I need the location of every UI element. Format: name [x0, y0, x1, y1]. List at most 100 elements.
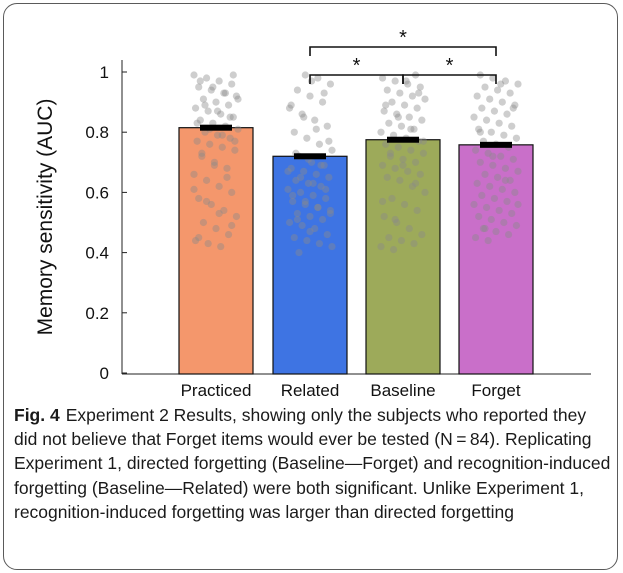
data-point: [478, 104, 486, 112]
data-point: [407, 125, 415, 133]
data-point: [506, 176, 514, 184]
data-point: [323, 230, 331, 239]
data-point: [503, 197, 511, 206]
data-point: [484, 236, 492, 245]
data-point: [378, 197, 387, 206]
data-point: [217, 110, 225, 118]
data-point: [306, 212, 314, 221]
data-point: [489, 152, 497, 160]
data-point: [415, 89, 423, 97]
data-point: [212, 224, 220, 233]
data-point: [190, 185, 198, 193]
x-tick-label: Related: [281, 381, 340, 400]
data-point: [512, 221, 521, 230]
data-point: [196, 77, 204, 85]
data-point: [400, 200, 409, 209]
data-point: [399, 161, 407, 169]
data-point: [383, 173, 391, 181]
data-point: [191, 236, 200, 245]
data-point: [190, 71, 198, 79]
data-point: [504, 230, 513, 239]
data-point: [476, 128, 484, 136]
data-point: [207, 200, 215, 209]
data-point: [300, 167, 308, 175]
data-point: [306, 227, 314, 236]
data-point: [290, 233, 298, 242]
data-point: [204, 107, 212, 115]
x-tick-label: Practiced: [181, 381, 252, 400]
data-point: [501, 176, 510, 184]
data-point: [400, 101, 409, 109]
data-point: [407, 146, 415, 154]
data-point: [404, 80, 412, 88]
significance-star: *: [399, 27, 407, 49]
data-point: [191, 104, 200, 112]
data-point: [394, 143, 402, 151]
data-point: [410, 125, 418, 133]
data-point: [223, 173, 231, 181]
data-point: [498, 98, 506, 106]
data-point: [481, 224, 489, 233]
data-point: [304, 179, 313, 187]
data-point: [408, 92, 417, 100]
data-point: [228, 188, 236, 196]
data-point: [206, 140, 214, 148]
data-point: [388, 98, 396, 106]
significance-star: *: [353, 55, 361, 77]
data-point: [413, 104, 421, 112]
data-point: [500, 131, 508, 139]
data-point: [471, 233, 480, 242]
data-point: [318, 98, 327, 106]
data-point: [382, 101, 390, 109]
data-point: [475, 125, 483, 133]
data-point: [213, 131, 222, 139]
figure-caption: Fig. 4 Experiment 2 Results, showing only…: [14, 403, 612, 524]
bar-related: [272, 155, 348, 375]
data-point: [503, 110, 511, 118]
data-point: [389, 245, 398, 254]
data-point: [411, 179, 420, 187]
data-point: [193, 119, 201, 127]
data-point: [215, 182, 223, 190]
data-point: [328, 146, 336, 154]
data-point: [215, 209, 223, 218]
data-point: [397, 122, 406, 130]
data-point: [226, 134, 234, 142]
data-point: [326, 209, 335, 218]
mean-marker: [294, 153, 326, 160]
mean-marker: [480, 141, 512, 148]
data-point: [315, 239, 324, 248]
data-point: [490, 194, 499, 203]
data-point: [486, 95, 494, 103]
data-point: [497, 80, 505, 88]
y-tick-label: 1: [100, 63, 109, 82]
data-point: [201, 101, 209, 109]
data-point: [479, 224, 488, 233]
data-point: [476, 158, 484, 166]
data-point: [512, 134, 521, 142]
data-point: [292, 176, 300, 184]
data-point: [193, 137, 201, 145]
data-point: [509, 155, 517, 163]
data-point: [473, 92, 481, 100]
data-point: [314, 203, 322, 212]
data-point: [393, 110, 401, 118]
data-point: [487, 128, 495, 136]
data-point: [218, 131, 226, 139]
y-tick-label: 0.6: [85, 183, 109, 202]
data-point: [416, 170, 424, 178]
data-point: [378, 161, 387, 169]
data-point: [385, 119, 393, 127]
data-point: [475, 212, 483, 221]
data-point: [393, 218, 401, 227]
caption-text: Experiment 2 Results, showing only the s…: [14, 405, 611, 522]
data-point: [323, 122, 331, 130]
data-point: [287, 164, 295, 172]
data-point: [228, 221, 236, 230]
data-point: [213, 107, 222, 115]
data-point: [204, 239, 212, 248]
data-point: [223, 164, 231, 172]
data-point: [489, 74, 497, 82]
data-point: [397, 236, 406, 245]
data-point: [220, 89, 228, 97]
